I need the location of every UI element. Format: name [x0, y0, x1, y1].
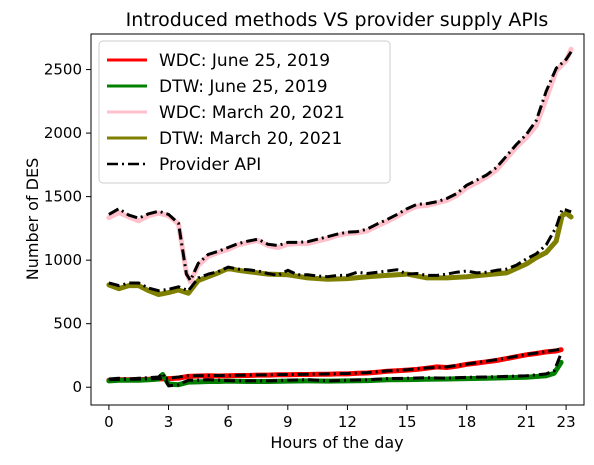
legend-label-3: DTW: March 20, 2021 [159, 129, 342, 149]
x-tick-label-4: 12 [338, 413, 357, 431]
y-axis: 0 500 1000 1500 2000 2500 [44, 61, 91, 396]
x-axis-label: Hours of the day [270, 433, 403, 452]
series-line-3 [106, 210, 574, 297]
y-tick-label-4: 2000 [44, 124, 82, 142]
legend-label-2: WDC: March 20, 2021 [159, 103, 345, 123]
y-tick-label-1: 500 [53, 315, 82, 333]
x-tick-label-0: 0 [104, 413, 114, 431]
y-axis-label: Number of DES [23, 158, 42, 280]
y-tick-label-3: 1500 [44, 188, 82, 206]
y-tick-label-2: 1000 [44, 251, 82, 269]
y-tick-label-0: 0 [72, 378, 82, 396]
x-axis: 0 3 6 9 12 15 18 21 23 [104, 405, 576, 431]
series-line-5 [108, 207, 572, 293]
x-tick-label-8: 23 [557, 413, 576, 431]
series-line-6 [108, 352, 563, 388]
series-layer [106, 46, 574, 388]
plot-frame [90, 33, 585, 406]
y-tick-label-5: 2500 [44, 61, 82, 79]
legend-box [98, 40, 391, 184]
legend-label-0: WDC: June 25, 2019 [159, 51, 330, 71]
legend-label-4: Provider API [159, 155, 261, 175]
series-line-4 [108, 50, 573, 282]
x-tick-label-6: 18 [457, 413, 476, 431]
x-tick-label-5: 15 [398, 413, 417, 431]
x-tick-label-2: 6 [223, 413, 233, 431]
legend-label-1: DTW: June 25, 2019 [159, 77, 328, 97]
legend: WDC: June 25, 2019 DTW: June 25, 2019 WDC:… [98, 40, 391, 184]
series-line-7 [108, 347, 562, 382]
chart-title: Introduced methods VS provider supply AP… [126, 9, 549, 31]
x-tick-label-7: 21 [517, 413, 536, 431]
x-tick-label-1: 3 [164, 413, 174, 431]
x-tick-label-3: 9 [283, 413, 293, 431]
